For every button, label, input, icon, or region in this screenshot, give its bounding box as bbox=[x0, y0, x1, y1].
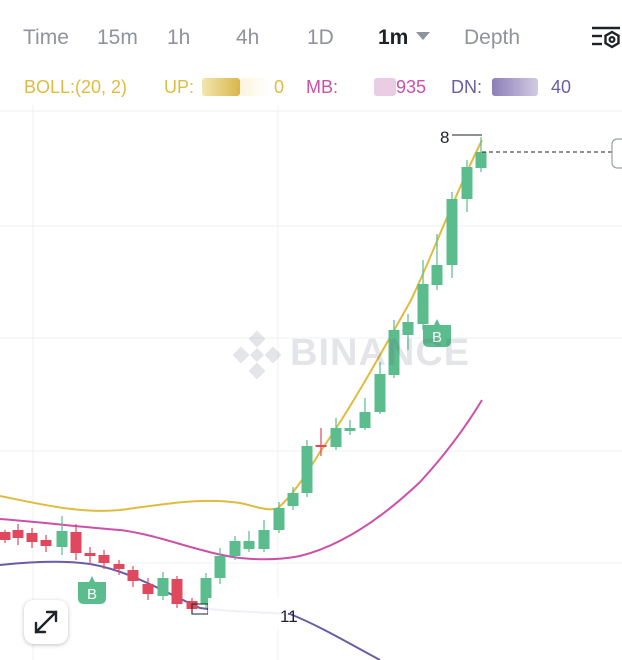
expand-icon bbox=[34, 610, 58, 634]
candle-body bbox=[402, 322, 414, 335]
tab-1m-label: 1m bbox=[378, 26, 409, 49]
candle-body bbox=[40, 540, 52, 546]
tab-4h[interactable]: 4h bbox=[236, 26, 260, 49]
candle-body bbox=[200, 578, 212, 604]
binance-logo-icon bbox=[232, 330, 282, 380]
high-price-label: 8 bbox=[440, 128, 449, 147]
candle-body bbox=[287, 493, 299, 506]
candle-body bbox=[113, 564, 125, 569]
buy-marker-label: B bbox=[432, 329, 442, 346]
candle-body bbox=[84, 553, 96, 556]
candle-body bbox=[214, 556, 226, 578]
tab-15m[interactable]: 15m bbox=[97, 26, 138, 49]
boll-mb-line bbox=[0, 399, 483, 561]
candle-body bbox=[359, 412, 371, 428]
blur-mask bbox=[394, 118, 446, 140]
buy-marker bbox=[78, 576, 106, 604]
candle-body bbox=[417, 284, 429, 324]
candle-body bbox=[431, 265, 443, 285]
candle-body bbox=[301, 446, 313, 493]
tab-time[interactable]: Time bbox=[23, 26, 69, 49]
candle-body bbox=[273, 508, 285, 530]
boll-bands bbox=[0, 139, 483, 660]
candle-body bbox=[344, 428, 356, 431]
candle-body bbox=[388, 330, 400, 375]
candle-body bbox=[26, 533, 38, 542]
tab-1m[interactable]: 1m bbox=[378, 26, 431, 50]
candle-body bbox=[243, 541, 255, 549]
candle-body bbox=[258, 530, 270, 549]
candle-body bbox=[315, 445, 327, 447]
candle-body bbox=[475, 152, 487, 168]
boll-up-value: 0 bbox=[274, 77, 285, 97]
chart-grid bbox=[0, 105, 622, 660]
chevron-down-icon bbox=[416, 32, 431, 41]
candle-body bbox=[127, 570, 139, 581]
candle-body bbox=[157, 578, 169, 596]
low-price-label: 11 bbox=[280, 607, 298, 626]
candle-body bbox=[12, 530, 24, 538]
candle-body bbox=[142, 584, 154, 594]
candle-body bbox=[56, 531, 68, 547]
boll-up-blur bbox=[240, 78, 270, 96]
boll-up-line bbox=[0, 139, 483, 512]
candle-body bbox=[461, 167, 473, 199]
buy-marker-label: B bbox=[87, 586, 97, 603]
boll-mb-swatch bbox=[374, 78, 396, 96]
chart-settings-icon[interactable] bbox=[590, 22, 622, 54]
last-price-tag bbox=[611, 138, 622, 169]
candle-body bbox=[98, 555, 110, 563]
candle-body bbox=[446, 199, 458, 265]
candle-body bbox=[171, 579, 183, 604]
candle-body bbox=[70, 532, 82, 553]
tab-1h[interactable]: 1h bbox=[167, 26, 191, 49]
fullscreen-button[interactable] bbox=[24, 600, 68, 644]
boll-dn-line bbox=[0, 560, 381, 660]
blur-mask bbox=[208, 598, 288, 630]
candle-body bbox=[374, 374, 386, 412]
chart-annotations: 8 11 B B bbox=[78, 118, 622, 630]
candle-body bbox=[330, 428, 342, 447]
boll-up-label: UP: bbox=[164, 77, 195, 97]
boll-name: BOLL:(20, 2) bbox=[24, 77, 128, 97]
boll-up-swatch bbox=[202, 78, 240, 96]
boll-dn-value: 40 bbox=[551, 77, 572, 97]
watermark-text: BINANCE bbox=[290, 332, 471, 374]
tab-depth[interactable]: Depth bbox=[464, 26, 521, 49]
timeframe-tabs: Time 15m 1h 4h 1D 1m Depth bbox=[0, 0, 622, 72]
buy-marker bbox=[423, 319, 451, 347]
candlestick-chart[interactable]: 8 11 B B bbox=[0, 105, 622, 660]
candle-body bbox=[0, 532, 11, 540]
boll-dn-label: DN: bbox=[451, 77, 482, 97]
candles bbox=[0, 137, 487, 614]
tab-1d[interactable]: 1D bbox=[307, 26, 334, 49]
watermark: BINANCE bbox=[232, 330, 477, 380]
boll-mb-label: MB: bbox=[306, 77, 339, 97]
boll-dn-swatch bbox=[492, 78, 538, 96]
boll-mb-value: 935 bbox=[396, 77, 427, 97]
candle-body bbox=[229, 541, 241, 556]
